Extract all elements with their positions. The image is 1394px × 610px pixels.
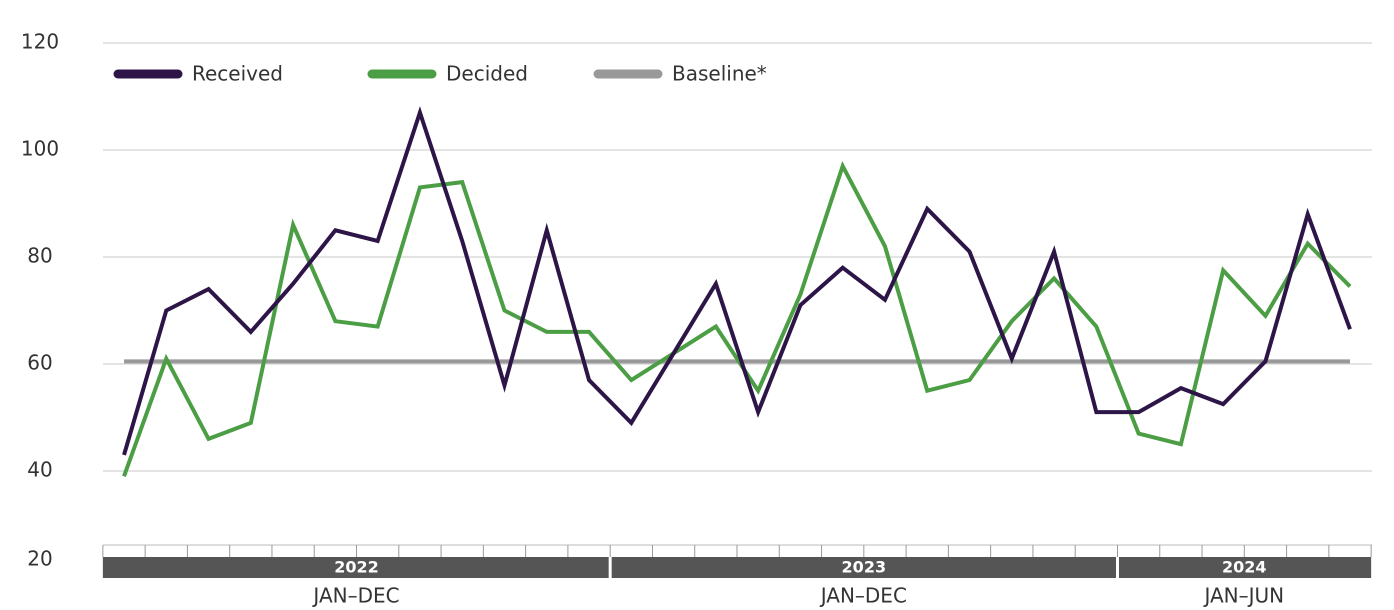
y-tick-label: 20 bbox=[27, 547, 52, 571]
period-range: JAN–DEC bbox=[819, 584, 907, 608]
period-band bbox=[102, 557, 609, 578]
legend-label: Decided bbox=[446, 62, 528, 86]
period-band bbox=[1118, 557, 1372, 578]
period-year: 2023 bbox=[842, 558, 887, 577]
series-line bbox=[122, 160, 1352, 478]
y-tick-label: 120 bbox=[21, 30, 59, 54]
period-range: JAN–DEC bbox=[311, 584, 399, 608]
period-year: 2022 bbox=[334, 558, 379, 577]
y-tick-label: 60 bbox=[27, 351, 52, 375]
y-tick-label: 80 bbox=[27, 244, 52, 268]
period-band bbox=[611, 557, 1116, 578]
legend-label: Received bbox=[192, 62, 283, 86]
period-range: JAN–JUN bbox=[1202, 584, 1284, 608]
legend-label: Baseline* bbox=[672, 62, 767, 86]
y-tick-label: 100 bbox=[21, 137, 59, 161]
period-year: 2024 bbox=[1222, 558, 1267, 577]
y-tick-label: 40 bbox=[27, 458, 52, 482]
series-line bbox=[122, 106, 1352, 456]
